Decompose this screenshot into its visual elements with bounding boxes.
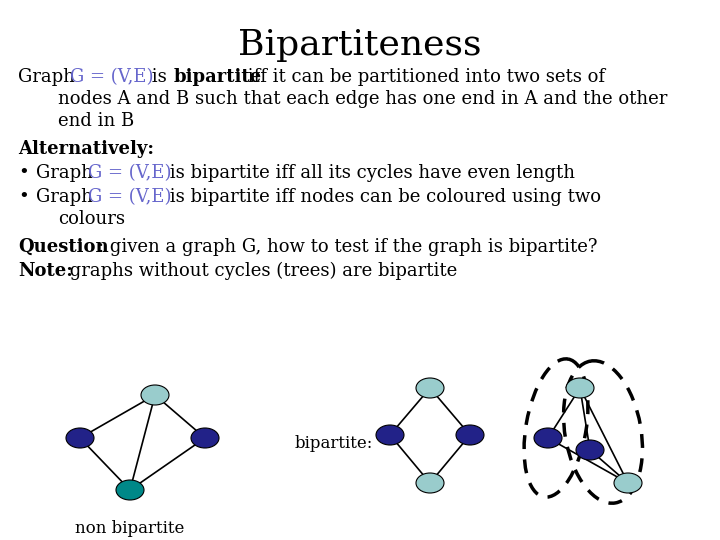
Text: •: • <box>18 164 29 182</box>
Text: Graph: Graph <box>36 164 99 182</box>
Text: •: • <box>18 188 29 206</box>
Text: nodes A and B such that each edge has one end in A and the other: nodes A and B such that each edge has on… <box>58 90 667 108</box>
Ellipse shape <box>141 385 169 405</box>
Text: Question: Question <box>18 238 109 256</box>
Ellipse shape <box>614 473 642 493</box>
Ellipse shape <box>66 428 94 448</box>
Text: Graph: Graph <box>36 188 99 206</box>
Ellipse shape <box>116 480 144 500</box>
Text: Alternatively:: Alternatively: <box>18 140 154 158</box>
Text: G = (V,E): G = (V,E) <box>88 164 171 182</box>
Text: is bipartite iff nodes can be coloured using two: is bipartite iff nodes can be coloured u… <box>164 188 601 206</box>
Text: : given a graph G, how to test if the graph is bipartite?: : given a graph G, how to test if the gr… <box>98 238 598 256</box>
Text: G = (V,E): G = (V,E) <box>70 68 153 86</box>
Text: colours: colours <box>58 210 125 228</box>
Ellipse shape <box>456 425 484 445</box>
Text: end in B: end in B <box>58 112 134 130</box>
Text: non bipartite: non bipartite <box>76 520 185 537</box>
Ellipse shape <box>416 473 444 493</box>
Text: is: is <box>146 68 173 86</box>
Text: iff it can be partitioned into two sets of: iff it can be partitioned into two sets … <box>242 68 605 86</box>
Text: Graph: Graph <box>18 68 81 86</box>
Text: bipartite: bipartite <box>174 68 262 86</box>
Ellipse shape <box>566 378 594 398</box>
Ellipse shape <box>576 440 604 460</box>
Text: Bipartiteness: Bipartiteness <box>238 28 482 62</box>
Text: graphs without cycles (trees) are bipartite: graphs without cycles (trees) are bipart… <box>64 262 457 280</box>
Text: bipartite:: bipartite: <box>295 435 374 451</box>
Ellipse shape <box>534 428 562 448</box>
Text: G = (V,E): G = (V,E) <box>88 188 171 206</box>
Ellipse shape <box>191 428 219 448</box>
Text: Note:: Note: <box>18 262 73 280</box>
Text: is bipartite iff all its cycles have even length: is bipartite iff all its cycles have eve… <box>164 164 575 182</box>
Ellipse shape <box>376 425 404 445</box>
Ellipse shape <box>416 378 444 398</box>
